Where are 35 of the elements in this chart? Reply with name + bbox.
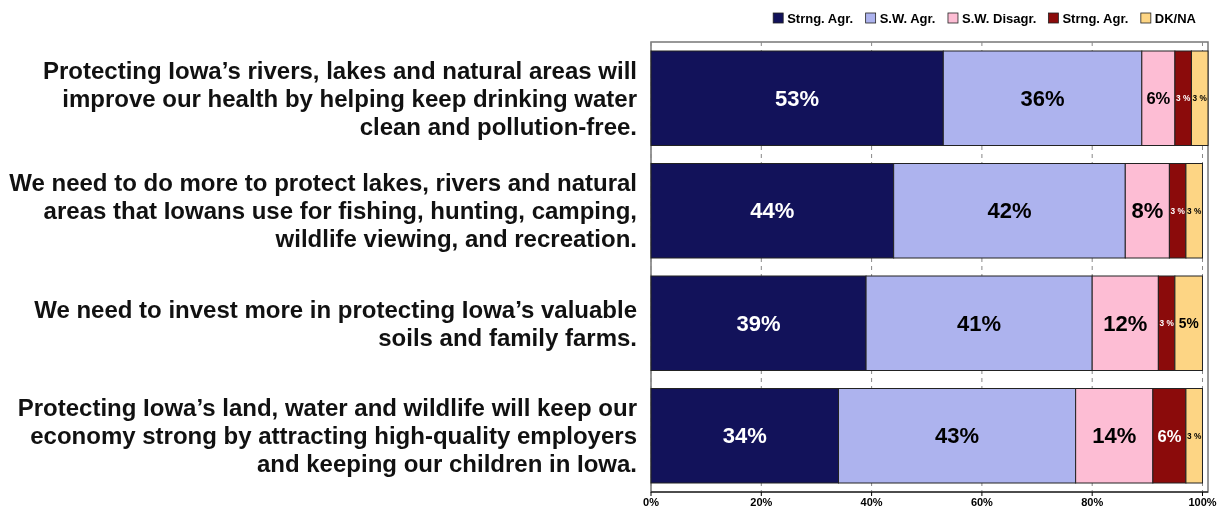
data-label: 5% <box>1178 316 1199 332</box>
data-label: 3 % <box>1192 94 1208 104</box>
legend-label: S.W. Disagr. <box>961 10 1037 26</box>
data-label: 14% <box>1092 423 1137 449</box>
data-label: 3 % <box>1159 319 1175 329</box>
x-tick-label: 100% <box>1188 496 1217 508</box>
data-label: 8% <box>1131 198 1164 224</box>
data-label: 41% <box>957 310 1002 336</box>
x-tick-label: 80% <box>1081 496 1104 508</box>
x-tick-label: 40% <box>860 496 883 508</box>
y-tick-label: We need to invest more in protecting Iowa’s valuable soils and family farms. <box>34 295 637 351</box>
data-label: 34% <box>722 423 767 449</box>
y-tick-label: We need to do more to protect lakes, rivers and natural areas that Iowans use for fishing, hunting, camping, wildlife viewing, and recreation. <box>9 169 637 253</box>
data-label: 3 % <box>1187 431 1202 441</box>
data-label: 12% <box>1103 310 1148 336</box>
data-label: 3 % <box>1187 206 1202 216</box>
data-label: 42% <box>987 198 1032 224</box>
data-label: 53% <box>775 85 820 111</box>
data-label: 6% <box>1146 89 1171 109</box>
data-label: 44% <box>750 198 795 224</box>
legend-label: DK/NA <box>1154 10 1197 26</box>
x-tick-label: 0% <box>643 496 660 508</box>
x-tick-label: 20% <box>750 496 773 508</box>
legend-label: Strng. Agr. <box>1062 10 1129 26</box>
data-label: 3 % <box>1176 94 1191 104</box>
y-tick-label: Protecting Iowa’s land, water and wildlife will keep our economy strong by attracting high-quality employers and keeping our children in Iowa. <box>17 394 637 478</box>
y-tick-label: Protecting Iowa’s rivers, lakes and natural areas will improve our health by helping keep drinking water clean and pollution-free. <box>42 56 637 140</box>
data-label: 3 % <box>1170 206 1186 216</box>
legend-label: Strng. Agr. <box>787 10 854 26</box>
data-label: 36% <box>1020 85 1065 111</box>
data-label: 6% <box>1157 426 1182 446</box>
data-label: 43% <box>935 423 980 449</box>
data-label: 39% <box>736 310 781 336</box>
x-tick-label: 60% <box>970 496 994 508</box>
legend-label: S.W. Agr. <box>879 10 936 26</box>
